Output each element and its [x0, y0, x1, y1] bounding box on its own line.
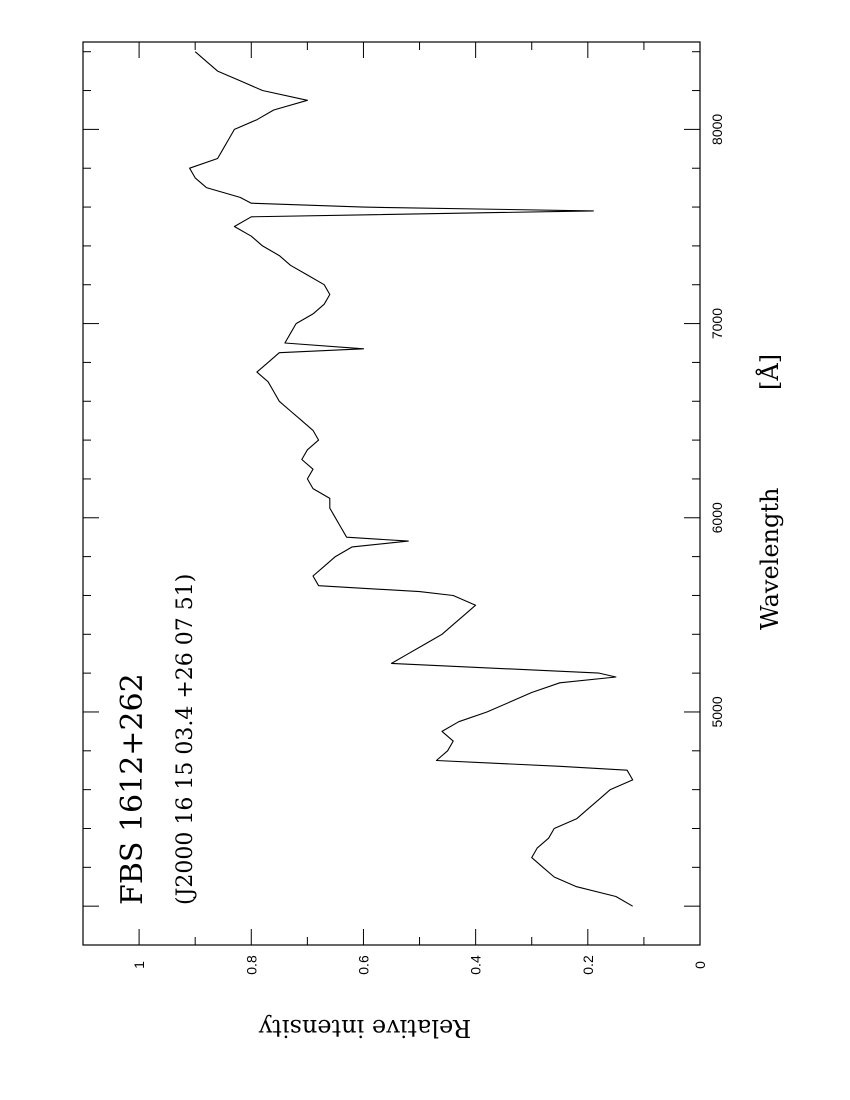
- y-tick-label: 1: [131, 961, 147, 969]
- x-axis-label: Wavelength: [756, 488, 784, 630]
- chart-subtitle: (J2000 16 15 03.4 +26 07 51): [173, 574, 198, 905]
- y-tick-label: 0: [692, 961, 708, 969]
- x-tick-label: 6000: [709, 502, 725, 533]
- spectrum-line: [189, 51, 634, 907]
- x-tick-label: 5000: [709, 696, 725, 727]
- y-axis-label: Relative intensity: [258, 1014, 471, 1042]
- y-tick-label: 0.6: [355, 955, 371, 975]
- y-tick-label: 0.4: [468, 955, 484, 975]
- y-tick-label: 0.2: [580, 955, 596, 975]
- chart-title: FBS 1612+262: [115, 673, 150, 905]
- x-tick-label: 7000: [709, 308, 725, 339]
- x-tick-label: 8000: [709, 114, 725, 145]
- plot-area: 5000 6000 7000 8000 0 0.2 0.4 0.6 0.8 1: [82, 41, 725, 975]
- x-axis-unit: [Å]: [755, 354, 784, 390]
- plot-frame: [82, 41, 701, 946]
- y-tick-label: 0.8: [243, 955, 259, 975]
